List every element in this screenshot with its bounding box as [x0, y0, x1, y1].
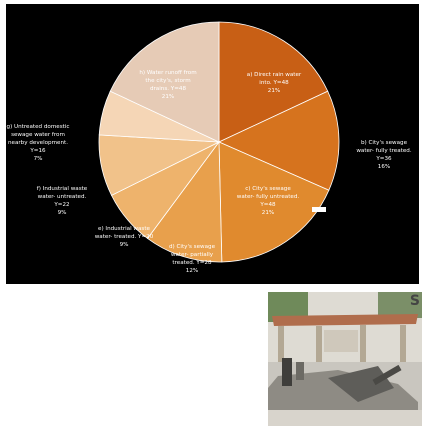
pie-slice: [218, 21, 329, 143]
slice-label: b) City's sewage water- fully treated. Y=3…: [356, 140, 412, 170]
slice-label: e) Industrial waste water- treated. Y=20 9…: [95, 226, 154, 248]
pie-chart: a) Direct rain water into. Y=48 21% b) City…: [7, 21, 412, 274]
slice-label: f) Industrial waste water- untreated. Y=22…: [37, 186, 88, 216]
pie-slice: [218, 90, 340, 191]
pie-chart-panel: a) Direct rain water into. Y=48 21% b) City…: [6, 4, 419, 284]
pie-slice: [109, 21, 220, 143]
pond-photo: S: [268, 292, 422, 426]
slice-label: h) Water runoff from the city's, storm dra…: [139, 70, 196, 100]
slice-label: c) City's sewage water- fully untreated. Y…: [237, 186, 300, 216]
slice-label: d) City's sewage water- partially treated.…: [169, 244, 216, 274]
pavilion-photo-image: [268, 292, 422, 426]
marker-box: [312, 207, 326, 212]
corner-letter: S: [409, 293, 420, 309]
pie-slice: [218, 141, 330, 263]
pie-slice: [146, 140, 223, 263]
slice-label: a) Direct rain water into. Y=48 21%: [247, 72, 302, 94]
slice-label: g) Untreated domestic sewage water from ne…: [7, 124, 70, 162]
